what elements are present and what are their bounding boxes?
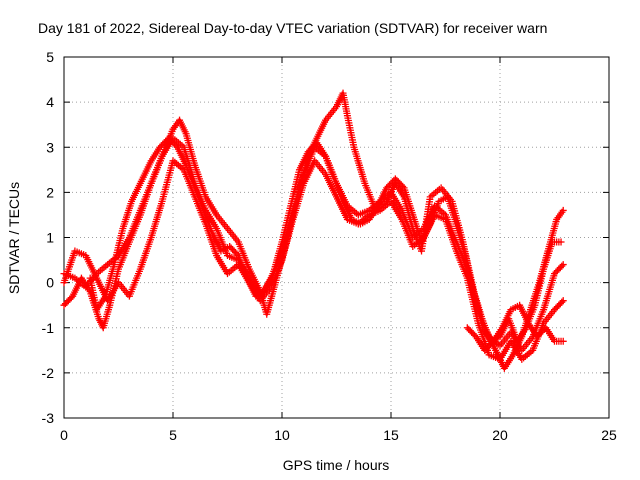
data-point (233, 250, 241, 258)
x-tick-label: 10 (274, 427, 290, 443)
y-tick-label: -3 (42, 410, 55, 426)
x-tick-label: 0 (60, 427, 68, 443)
data-point (559, 297, 567, 305)
data-point (558, 262, 566, 270)
y-tick-label: 0 (46, 275, 54, 291)
x-tick-label: 20 (492, 427, 508, 443)
x-tick-label: 5 (169, 427, 177, 443)
chart-title: Day 181 of 2022, Sidereal Day-to-day VTE… (38, 20, 547, 36)
data-point (559, 261, 567, 269)
data-point (559, 337, 567, 345)
data-point (172, 142, 180, 150)
data-series (463, 301, 567, 354)
x-tick-label: 15 (383, 427, 399, 443)
data-series (60, 89, 567, 372)
y-tick-label: 2 (46, 184, 54, 200)
data-point (399, 182, 407, 190)
y-tick-label: 5 (46, 49, 54, 65)
data-point (557, 238, 565, 246)
data-series (86, 134, 565, 345)
y-tick-label: -2 (42, 365, 55, 381)
x-axis-label: GPS time / hours (283, 457, 390, 473)
y-tick-label: 4 (46, 94, 54, 110)
y-tick-label: 3 (46, 139, 54, 155)
y-axis-label: SDTVAR / TECUs (6, 182, 22, 294)
y-tick-label: 1 (46, 230, 54, 246)
axis-ticks: 0 5 10 15 20 25 -3 -2 -1 0 1 2 3 4 5 (42, 49, 617, 443)
data-point (558, 298, 566, 306)
data-points (60, 89, 567, 372)
y-tick-label: -1 (42, 320, 55, 336)
x-tick-label: 25 (601, 427, 617, 443)
data-point (559, 206, 567, 214)
data-point (67, 294, 75, 302)
